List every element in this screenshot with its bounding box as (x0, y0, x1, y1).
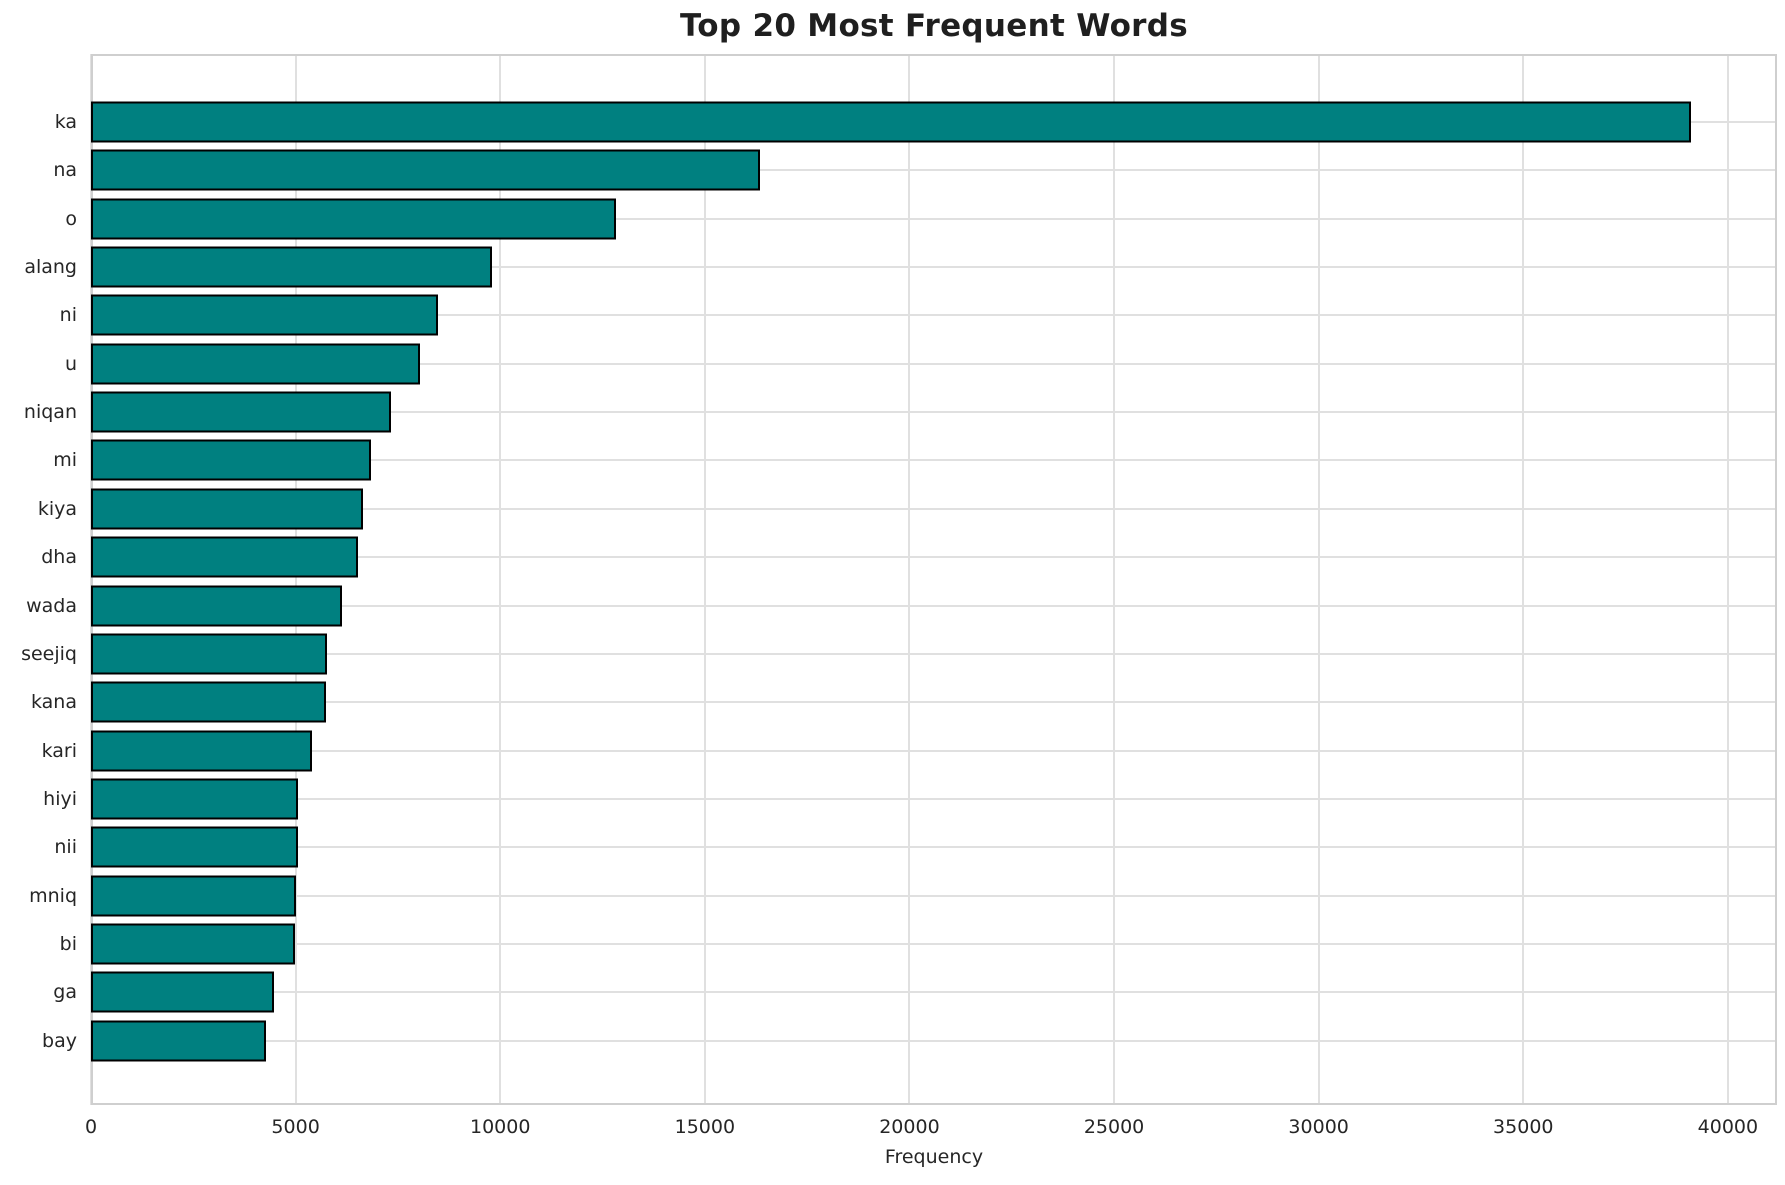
bar-ka (91, 101, 1692, 143)
bar-dha (91, 536, 358, 578)
y-tick-label: hiyi (43, 787, 77, 810)
x-tick-label: 25000 (1083, 1116, 1145, 1138)
bar-alang (91, 246, 493, 288)
y-tick-label: dha (41, 546, 77, 569)
bar-nii (91, 826, 298, 868)
bar-u (91, 343, 421, 385)
x-tick-label: 40000 (1697, 1116, 1759, 1138)
y-tick-label: kari (41, 739, 77, 762)
y-tick-label: u (64, 352, 77, 375)
y-gridline (91, 314, 1777, 317)
y-gridline (91, 169, 1777, 172)
y-gridline (91, 846, 1777, 849)
y-tick-label: bay (42, 1029, 77, 1052)
bar-kari (91, 730, 313, 772)
y-gridline (91, 701, 1777, 704)
y-gridline (91, 556, 1777, 559)
y-gridline (91, 991, 1777, 994)
y-tick-label: seejiq (21, 642, 77, 665)
bar-bay (91, 1020, 267, 1062)
y-tick-label: mniq (29, 884, 77, 907)
y-tick-label: o (65, 207, 77, 230)
x-gridline (1317, 54, 1320, 1105)
bar-na (91, 149, 761, 191)
bar-wada (91, 585, 343, 626)
bar-hiyi (91, 778, 299, 820)
x-gridline (908, 54, 911, 1105)
bar-ga (91, 971, 275, 1013)
bar-o (91, 198, 617, 240)
y-tick-label: kana (31, 691, 77, 714)
y-tick-label: ga (53, 981, 77, 1004)
plot-area (90, 54, 1777, 1105)
bar-ni (91, 294, 438, 336)
x-tick-label: 10000 (469, 1116, 531, 1138)
x-tick-label: 35000 (1493, 1116, 1554, 1138)
y-gridline (91, 749, 1777, 752)
y-tick-label: ni (59, 304, 77, 327)
x-axis-label: Frequency (884, 1146, 984, 1168)
bar-bi (91, 923, 296, 965)
x-tick-label: 20000 (879, 1116, 940, 1138)
x-tick-label: 15000 (674, 1116, 736, 1138)
y-tick-label: nii (54, 836, 77, 859)
y-tick-label: mi (53, 449, 77, 472)
y-gridline (91, 459, 1777, 462)
bar-niqan (91, 391, 392, 433)
y-tick-label: niqan (23, 401, 77, 424)
y-tick-label: wada (26, 594, 77, 617)
x-tick-label: 0 (84, 1116, 98, 1138)
bar-mniq (91, 875, 297, 917)
y-gridline (91, 604, 1777, 607)
y-gridline (91, 652, 1777, 655)
y-gridline (91, 507, 1777, 510)
y-tick-label: kiya (37, 497, 77, 520)
chart-title: Top 20 Most Frequent Words (679, 8, 1189, 44)
bar-kana (91, 681, 326, 723)
y-gridline (91, 797, 1777, 800)
y-gridline (91, 362, 1777, 365)
y-gridline (91, 266, 1777, 269)
x-gridline (1726, 54, 1729, 1105)
y-tick-label: na (53, 159, 77, 182)
bar-mi (91, 439, 371, 481)
y-gridline (91, 411, 1777, 414)
y-gridline (91, 217, 1777, 220)
x-tick-label: 30000 (1288, 1116, 1349, 1138)
y-tick-label: ka (54, 111, 77, 133)
x-gridline (294, 54, 297, 1105)
bar-seejiq (91, 633, 328, 675)
bar-kiya (91, 488, 364, 530)
x-gridline (1522, 54, 1525, 1105)
x-gridline (1113, 54, 1116, 1105)
x-gridline (499, 54, 502, 1105)
x-gridline (703, 54, 706, 1105)
y-gridline (91, 894, 1777, 897)
y-gridline (91, 942, 1777, 945)
x-tick-label: 5000 (271, 1116, 320, 1138)
y-tick-label: bi (59, 932, 77, 955)
y-tick-label: alang (24, 256, 77, 279)
y-gridline (91, 1039, 1777, 1042)
